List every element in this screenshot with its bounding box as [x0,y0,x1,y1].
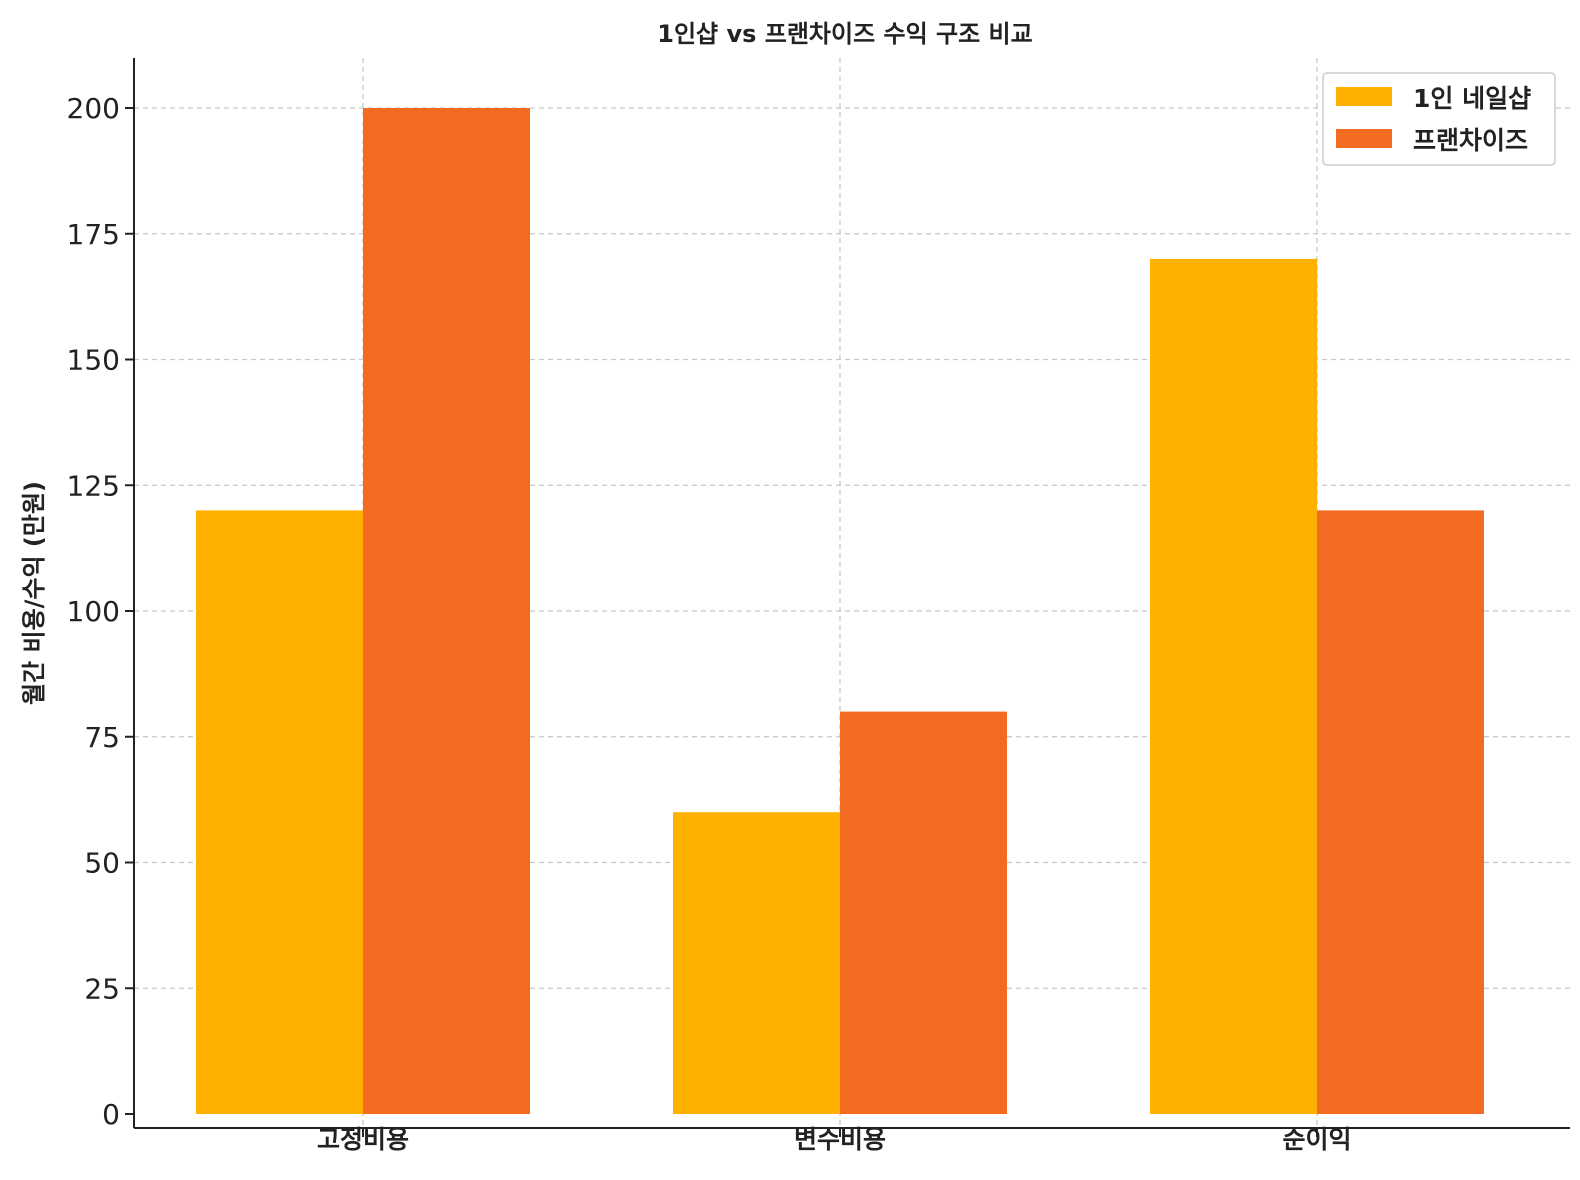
legend-label-series-0: 1인 네일샵 [1413,84,1531,113]
y-tick-label: 175 [67,218,120,251]
bar-프랜차이즈-순이익 [1317,510,1484,1114]
bars [196,108,1484,1114]
y-tick-label: 0 [102,1098,120,1131]
axes [133,58,1570,1129]
y-tick-label: 100 [67,595,120,628]
y-tick-label: 125 [67,469,120,502]
bar-1인-네일샵-고정비용 [196,510,363,1114]
y-tick-label: 25 [84,972,120,1005]
bar-프랜차이즈-고정비용 [363,108,530,1114]
y-ticks: 0 25 50 75 100 125 150 175 200 [67,92,134,1131]
y-axis-label: 월간 비용/수익 (만원) [20,481,48,705]
bar-1인-네일샵-변수비용 [673,812,840,1114]
x-tick-label: 순이익 [1282,1125,1351,1154]
bar-1인-네일샵-순이익 [1150,258,1317,1114]
legend: 1인 네일샵 프랜차이즈 [1322,72,1556,166]
x-ticks: 고정비용 변수비용 순이익 [317,1125,1352,1154]
y-tick-label: 150 [67,344,120,377]
y-tick-label: 200 [67,92,120,125]
x-tick-label: 변수비용 [794,1125,886,1154]
y-tick-label: 50 [84,847,120,880]
x-tick-label: 고정비용 [317,1125,409,1154]
legend-swatch-1인-네일샵 [1336,87,1392,106]
y-tick-label: 75 [84,721,120,754]
legend-swatch-프랜차이즈 [1336,129,1392,148]
chart-title: 1인샵 vs 프랜차이즈 수익 구조 비교 [657,20,1032,48]
bar-프랜차이즈-변수비용 [840,711,1007,1114]
legend-label-series-1: 프랜차이즈 [1413,126,1528,155]
